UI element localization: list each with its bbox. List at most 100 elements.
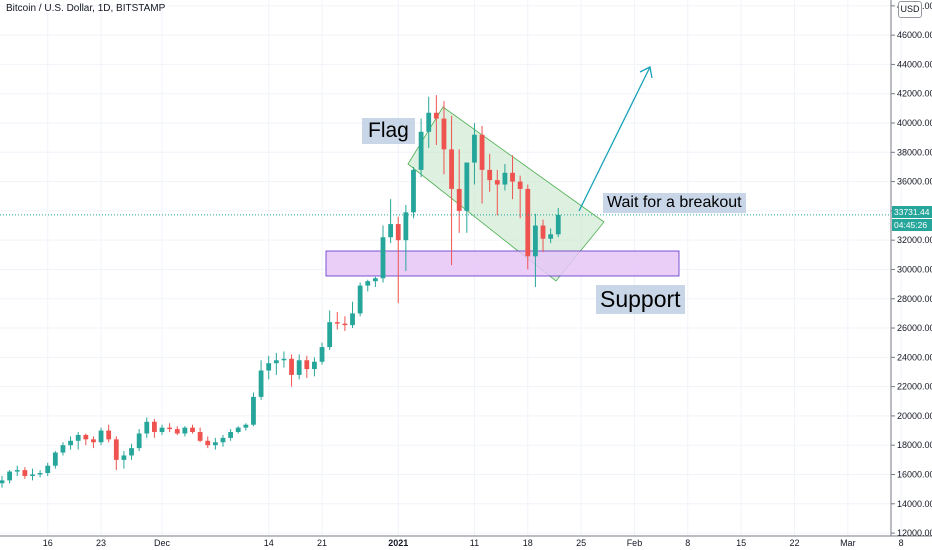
candle-body	[426, 112, 432, 132]
candle	[487, 153, 493, 192]
candle	[45, 462, 51, 476]
x-tick-label: 8	[685, 538, 690, 548]
candle	[68, 436, 73, 450]
candle	[220, 434, 226, 447]
candle	[14, 465, 20, 476]
candle-body	[403, 212, 409, 241]
candle	[212, 437, 218, 450]
candle	[304, 355, 310, 378]
y-tick-label: 20000.00	[897, 411, 932, 421]
candle-body	[289, 358, 294, 375]
candle	[60, 442, 66, 456]
candle-body	[159, 427, 165, 433]
candle-body	[251, 396, 256, 425]
candle-body	[22, 470, 28, 476]
candle-body	[548, 234, 554, 239]
candle	[190, 424, 195, 434]
y-tick-label: 22000.00	[897, 382, 932, 392]
candle	[205, 436, 211, 449]
candle	[365, 279, 371, 292]
candle	[502, 164, 508, 191]
candle-body	[464, 162, 470, 211]
y-tick-label: 30000.00	[897, 264, 932, 274]
candle	[113, 436, 119, 471]
candles	[0, 95, 561, 488]
flag-channel[interactable]	[407, 106, 605, 282]
candle	[7, 470, 13, 484]
candle	[83, 433, 89, 446]
support-label[interactable]: Support	[596, 285, 685, 314]
candle-body	[441, 118, 447, 150]
y-tick-label: 32000.00	[897, 235, 932, 245]
price-axis[interactable]: 12000.00 14000.00 16000.00 18000.00 20000.00…	[891, 1, 932, 538]
candle-body	[273, 360, 279, 364]
y-tick-label: 38000.00	[897, 147, 932, 157]
candle-body	[388, 224, 394, 238]
candle	[228, 429, 233, 441]
currency-badge[interactable]: USD	[898, 1, 922, 18]
candle	[540, 219, 546, 252]
candle-body	[152, 421, 157, 433]
y-tick-label: 24000.00	[897, 352, 932, 362]
candle-body	[312, 361, 317, 370]
candle	[52, 451, 58, 469]
candle	[350, 301, 355, 329]
candle-body	[281, 358, 287, 361]
x-tick-label: 14	[264, 538, 274, 548]
candle-body	[30, 474, 35, 476]
candle-body	[258, 370, 264, 397]
candle-body	[243, 424, 249, 428]
time-axis[interactable]: 16 23 Dec 14 21 2021 11 18 25 Feb 8 15 22 Mar 8	[43, 538, 904, 548]
candle	[533, 213, 538, 288]
candle	[525, 184, 531, 270]
candle-body	[533, 225, 538, 257]
candle-body	[502, 172, 508, 185]
candle-body	[494, 180, 500, 185]
candle-body	[418, 131, 424, 170]
x-tick-label: 25	[576, 538, 586, 548]
candle	[251, 392, 256, 427]
breakout-arrow[interactable]	[578, 66, 651, 212]
x-tick-label: 23	[96, 538, 106, 548]
candle-body	[182, 427, 188, 434]
last-price-tag: 33731.44	[892, 206, 932, 218]
y-tick-label: 14000.00	[897, 499, 932, 509]
candle-body	[327, 322, 333, 348]
candle-body	[350, 313, 355, 326]
candle-body	[365, 281, 371, 286]
y-tick-label: 12000.00	[897, 528, 932, 538]
candle	[144, 417, 150, 438]
candle	[464, 162, 470, 233]
y-tick-label: 42000.00	[897, 89, 932, 99]
candle	[357, 282, 363, 317]
candle	[296, 354, 302, 380]
candle-body	[266, 363, 272, 371]
candle	[441, 101, 447, 175]
candle	[121, 451, 127, 469]
candle	[449, 115, 454, 266]
candle-body	[136, 433, 142, 449]
candle	[22, 467, 28, 479]
candle	[327, 310, 333, 351]
candle-body	[296, 360, 302, 375]
candle	[319, 342, 325, 365]
candle-body	[190, 427, 195, 433]
candle-body	[334, 322, 340, 324]
candle	[426, 96, 432, 148]
breakout-label[interactable]: Wait for a breakout	[603, 193, 746, 213]
x-tick-label: Feb	[627, 538, 643, 548]
flag-label[interactable]: Flag	[362, 118, 415, 144]
candle-body	[372, 278, 378, 282]
candle	[98, 427, 104, 446]
x-tick-label: 22	[789, 538, 799, 548]
candle-body	[197, 432, 203, 441]
support-zone[interactable]	[325, 250, 680, 277]
candle-body	[411, 169, 416, 213]
x-tick-label: 11	[470, 538, 479, 548]
candle	[555, 207, 561, 238]
y-tick-label: 46000.00	[897, 30, 932, 40]
candle	[548, 228, 554, 244]
candle	[182, 426, 188, 437]
